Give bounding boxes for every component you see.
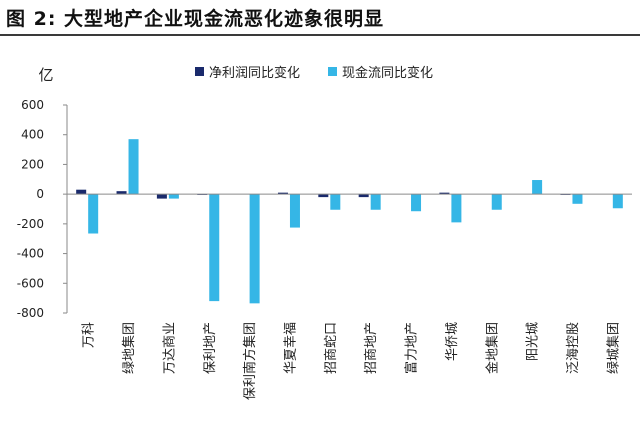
bar-net-profit-0 [76,189,87,195]
y-axis-label: 亿 [38,66,53,84]
bar-cash-flow-0 [88,194,99,234]
y-tick-label-7: -800 [17,306,44,320]
bar-net-profit-9 [439,192,450,195]
legend-item-cash-flow: 现金流同比变化 [328,62,433,81]
x-tick-label-1: 绿地集团 [121,322,137,374]
bar-net-profit-7 [358,194,369,198]
x-tick-label-13: 绿城集团 [605,322,621,374]
legend-label-net-profit: 净利润同比变化 [209,66,301,81]
legend-swatch-net-profit [195,67,204,76]
legend: 净利润同比变化 现金流同比变化 [195,62,461,81]
bar-cash-flow-5 [289,194,300,228]
x-tick-label-4: 保利南方集团 [242,322,258,400]
bar-cash-flow-2 [168,194,179,199]
legend-label-cash-flow: 现金流同比变化 [342,66,434,81]
x-tick-label-12: 泛海控股 [566,322,581,374]
x-tick-label-0: 万科 [82,322,97,348]
y-tick-label-0: 600 [21,98,44,112]
title-underline [0,34,640,36]
y-tick-label-3: 0 [36,187,44,201]
bar-net-profit-6 [318,194,329,198]
x-tick-label-8: 富力地产 [404,322,420,374]
bar-net-profit-1 [116,191,127,195]
bar-cash-flow-8 [411,194,422,212]
x-tick-label-6: 招商蛇口 [324,322,339,374]
bar-cash-flow-11 [532,180,543,195]
bar-cash-flow-1 [128,139,139,195]
x-tick-label-9: 华侨城 [445,322,460,361]
legend-item-net-profit: 净利润同比变化 [195,62,300,81]
bar-cash-flow-3 [209,194,220,302]
x-tick-label-11: 阳光城 [526,322,541,361]
x-tick-label-5: 华夏幸福 [283,322,298,374]
x-tick-label-2: 万达商业 [162,322,177,374]
x-tick-label-7: 招商地产 [364,322,379,374]
y-tick-label-1: 400 [21,128,44,142]
bar-cash-flow-10 [491,194,502,210]
chart-title: 图 2: 大型地产企业现金流恶化迹象很明显 [6,8,385,30]
bar-net-profit-5 [277,192,288,195]
x-tick-label-10: 金地集团 [484,322,500,374]
bar-cash-flow-7 [370,194,381,210]
bar-net-profit-2 [156,194,167,199]
legend-swatch-cash-flow [328,67,338,76]
bar-cash-flow-9 [451,194,462,223]
bar-cash-flow-13 [612,194,623,209]
y-tick-label-4: -200 [17,217,44,231]
bar-cash-flow-4 [249,194,260,304]
x-tick-label-3: 保利地产 [203,322,218,374]
bar-cash-flow-6 [330,194,341,210]
bar-cash-flow-12 [572,194,583,204]
y-tick-label-6: -600 [17,276,44,290]
y-tick-label-2: 200 [21,157,44,171]
y-tick-label-5: -400 [17,247,44,261]
